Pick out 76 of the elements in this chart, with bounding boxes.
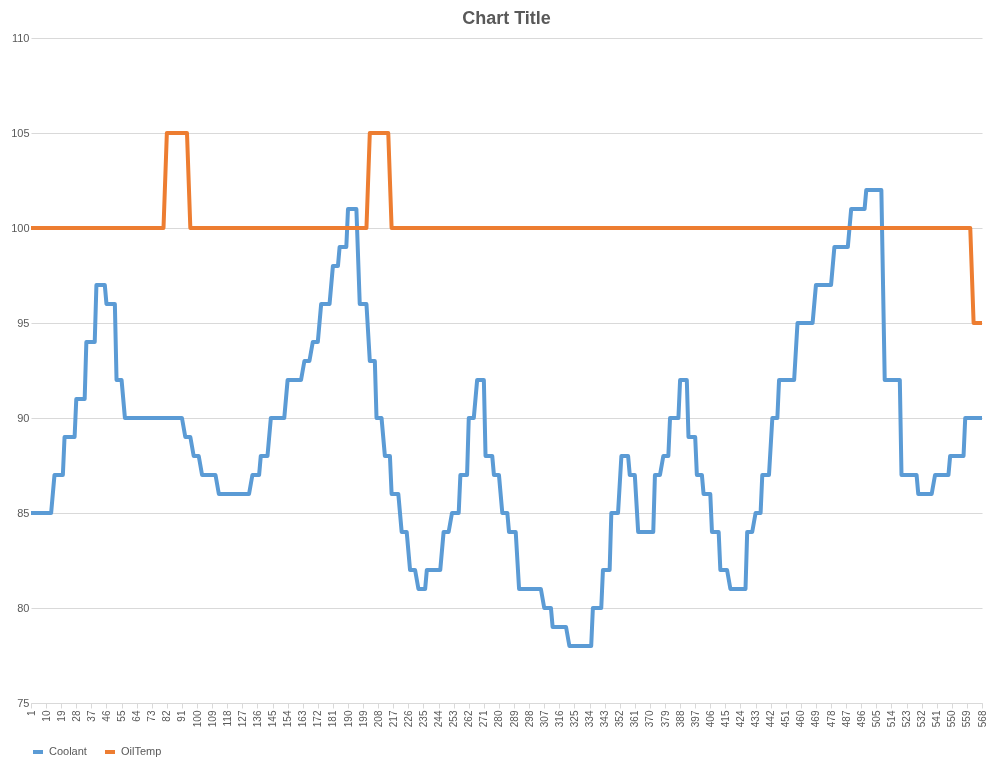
x-tick-label: 289 <box>508 710 520 728</box>
x-tick-label: 514 <box>885 710 897 728</box>
x-tick-label: 253 <box>448 710 460 728</box>
x-tick-label: 145 <box>267 710 279 728</box>
x-tick-label: 154 <box>282 710 294 728</box>
x-tick-label: 262 <box>463 710 475 728</box>
x-tick-label: 460 <box>795 710 807 728</box>
x-tick-label: 55 <box>116 710 128 722</box>
x-tick-label: 280 <box>493 710 505 728</box>
x-tick-label: 82 <box>161 710 173 722</box>
x-tick-label: 244 <box>433 710 445 728</box>
x-tick-label: 568 <box>976 710 988 728</box>
y-tick-label: 80 <box>17 601 30 614</box>
x-tick-label: 316 <box>553 710 565 728</box>
x-tick-label: 487 <box>840 710 852 728</box>
x-tick-label: 208 <box>372 710 384 728</box>
x-tick-label: 523 <box>901 710 913 728</box>
x-tick-label: 424 <box>734 710 746 728</box>
x-tick-label: 199 <box>357 710 369 728</box>
x-tick-label: 46 <box>100 710 112 722</box>
x-tick-label: 307 <box>538 710 550 728</box>
x-tick-label: 136 <box>251 710 263 728</box>
x-tick-label: 100 <box>191 710 203 728</box>
x-tick-label: 73 <box>146 710 158 722</box>
x-tick-label: 172 <box>312 710 324 728</box>
y-tick-label: 110 <box>11 31 30 44</box>
x-tick-label: 532 <box>916 710 928 728</box>
x-tick-label: 10 <box>40 710 52 722</box>
x-tick-label: 469 <box>810 710 822 728</box>
x-tick-label: 163 <box>297 710 309 728</box>
x-tick-label: 352 <box>614 710 626 728</box>
x-tick-label: 433 <box>750 710 762 728</box>
x-tick-label: 91 <box>176 710 188 722</box>
x-tick-label: 19 <box>55 710 67 722</box>
x-tick-label: 415 <box>719 710 731 728</box>
x-tick-label: 478 <box>825 710 837 728</box>
x-tick-label: 496 <box>855 710 867 728</box>
x-tick-label: 118 <box>221 710 233 727</box>
x-tick-label: 334 <box>584 710 596 728</box>
x-tick-label: 28 <box>70 710 82 722</box>
y-tick-label: 75 <box>17 696 30 709</box>
x-tick-label: 370 <box>644 710 656 728</box>
x-tick-label: 127 <box>236 710 248 728</box>
x-tick-label: 217 <box>387 710 399 728</box>
x-tick-label: 343 <box>599 710 611 728</box>
x-tick-label: 559 <box>961 710 973 728</box>
x-tick-label: 181 <box>327 710 339 728</box>
legend-label: OilTemp <box>121 745 162 757</box>
y-tick-label: 100 <box>11 221 30 234</box>
x-tick-label: 64 <box>131 710 143 722</box>
x-tick-label: 325 <box>568 710 580 728</box>
x-tick-label: 37 <box>85 710 97 722</box>
x-tick-label: 397 <box>689 710 701 728</box>
y-tick-label: 95 <box>17 316 30 329</box>
line-series <box>29 188 984 648</box>
y-tick-label: 105 <box>11 126 30 139</box>
x-tick-label: 406 <box>704 710 716 728</box>
x-tick-label: 541 <box>931 710 943 728</box>
chart-title: Chart Title <box>462 8 551 28</box>
x-tick-label: 190 <box>342 710 354 728</box>
y-tick-label: 85 <box>17 506 30 519</box>
x-tick-label: 271 <box>478 710 490 728</box>
x-tick-label: 550 <box>946 710 958 728</box>
x-tick-label: 226 <box>402 710 414 728</box>
x-tick-label: 505 <box>870 710 882 728</box>
legend-label: Coolant <box>49 745 87 757</box>
x-tick-label: 1 <box>25 710 37 717</box>
x-tick-label: 388 <box>674 710 686 728</box>
x-tick-label: 442 <box>765 710 777 728</box>
y-tick-label: 90 <box>17 411 30 424</box>
x-tick-label: 298 <box>523 710 535 728</box>
x-tick-label: 109 <box>206 710 218 728</box>
x-tick-label: 379 <box>659 710 671 728</box>
x-tick-label: 451 <box>780 710 792 728</box>
x-tick-label: 235 <box>417 710 429 728</box>
x-tick-label: 361 <box>629 710 641 728</box>
